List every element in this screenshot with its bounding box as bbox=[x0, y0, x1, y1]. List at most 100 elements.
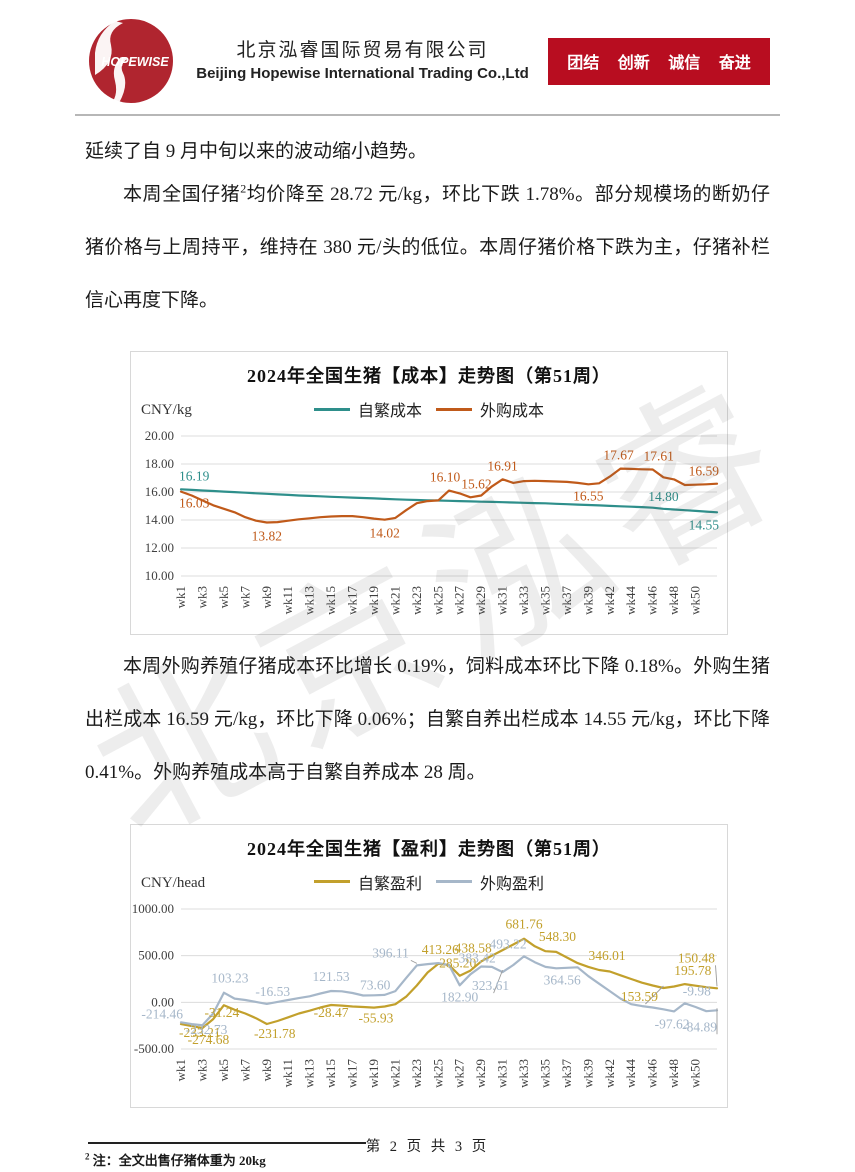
svg-text:346.01: 346.01 bbox=[589, 948, 626, 963]
svg-text:wk46: wk46 bbox=[645, 586, 660, 615]
svg-text:18.00: 18.00 bbox=[145, 456, 174, 471]
svg-text:16.10: 16.10 bbox=[430, 470, 461, 485]
svg-text:wk23: wk23 bbox=[409, 586, 424, 615]
svg-text:wk19: wk19 bbox=[366, 1059, 381, 1088]
legend-item: 自繁成本 bbox=[313, 397, 422, 421]
svg-text:wk46: wk46 bbox=[645, 1058, 660, 1087]
profit-chart-title: 2024年全国生猪【盈利】走势图（第51周） bbox=[247, 838, 611, 859]
svg-text:12.00: 12.00 bbox=[145, 540, 174, 555]
paragraph-intro: 延续了自 9 月中旬以来的波动缩小趋势。 bbox=[85, 141, 428, 162]
svg-text:wk31: wk31 bbox=[495, 1059, 510, 1088]
svg-text:16.59: 16.59 bbox=[689, 464, 720, 479]
svg-text:wk44: wk44 bbox=[623, 586, 638, 615]
paragraph-piglet-price: 本周全国仔猪2均价降至 28.72 元/kg，环比下跌 1.78%。部分规模场的… bbox=[85, 169, 770, 327]
page-number: 第 2 页 共 3 页 bbox=[365, 1139, 490, 1155]
svg-text:-9.98: -9.98 bbox=[683, 983, 711, 998]
svg-text:681.76: 681.76 bbox=[505, 917, 542, 932]
svg-text:0.00: 0.00 bbox=[151, 994, 174, 1009]
svg-text:-231.78: -231.78 bbox=[254, 1026, 296, 1041]
svg-text:13.82: 13.82 bbox=[252, 529, 282, 544]
svg-text:wk21: wk21 bbox=[387, 1059, 402, 1088]
svg-text:wk37: wk37 bbox=[559, 1058, 574, 1087]
cost-chart-box: 2024年全国生猪【成本】走势图（第51周） CNY/kg 自繁成本 外购成本 … bbox=[130, 351, 728, 636]
cost-trend-chart: 20.00 18.00 16.00 14.00 12.00 10.00 wk1 wk3 wk5 w… bbox=[145, 428, 720, 615]
svg-text:15.62: 15.62 bbox=[461, 477, 491, 492]
svg-text:323.61: 323.61 bbox=[472, 978, 509, 993]
paragraph-text: 本周全国仔猪 bbox=[123, 184, 241, 205]
svg-text:wk25: wk25 bbox=[430, 586, 445, 615]
svg-text:10.00: 10.00 bbox=[145, 568, 174, 583]
profit-chart-unit-label: CNY/head bbox=[141, 874, 206, 891]
svg-text:wk44: wk44 bbox=[623, 1058, 638, 1087]
cost-chart-unit-label: CNY/kg bbox=[141, 402, 192, 419]
svg-text:wk7: wk7 bbox=[237, 1058, 252, 1081]
svg-text:16.03: 16.03 bbox=[179, 496, 210, 511]
legend-label: 外购盈利 bbox=[480, 875, 545, 893]
svg-text:wk11: wk11 bbox=[280, 1059, 295, 1087]
profit-chart-legend-row: CNY/head 自繁盈利 外购盈利 bbox=[131, 867, 727, 897]
legend-label: 外购成本 bbox=[480, 403, 545, 421]
svg-text:wk3: wk3 bbox=[194, 1059, 209, 1081]
svg-text:wk48: wk48 bbox=[666, 586, 681, 615]
svg-text:wk39: wk39 bbox=[580, 1059, 595, 1088]
svg-text:wk25: wk25 bbox=[430, 1059, 445, 1088]
svg-text:wk35: wk35 bbox=[537, 586, 552, 615]
svg-text:wk9: wk9 bbox=[259, 1059, 274, 1081]
banner-item: 创新 bbox=[617, 55, 650, 72]
svg-text:17.61: 17.61 bbox=[643, 449, 673, 464]
svg-text:413.26: 413.26 bbox=[422, 942, 459, 957]
svg-text:20.00: 20.00 bbox=[145, 428, 174, 443]
svg-text:16.91: 16.91 bbox=[487, 459, 517, 474]
svg-text:wk11: wk11 bbox=[280, 586, 295, 614]
svg-text:wk42: wk42 bbox=[602, 1059, 617, 1088]
hopewise-logo: HOPEWISE bbox=[89, 19, 173, 103]
svg-text:-500.00: -500.00 bbox=[134, 1041, 174, 1056]
legend-item: 外购盈利 bbox=[436, 870, 544, 894]
svg-text:wk29: wk29 bbox=[473, 1059, 488, 1088]
svg-text:-274.68: -274.68 bbox=[188, 1032, 230, 1047]
svg-text:wk31: wk31 bbox=[495, 586, 510, 615]
legend-item: 自繁盈利 bbox=[313, 870, 422, 894]
svg-text:73.60: 73.60 bbox=[360, 977, 391, 992]
profit-trend-chart: 1000.00 500.00 0.00 -500.00 wk1 wk3 wk5 wk7 wk9 w… bbox=[132, 901, 719, 1088]
svg-text:14.02: 14.02 bbox=[369, 526, 399, 541]
legend-line-swatch bbox=[436, 407, 472, 411]
svg-text:364.56: 364.56 bbox=[544, 972, 581, 987]
svg-text:-233.21: -233.21 bbox=[179, 1025, 221, 1040]
cost-chart-legend: 自繁成本 外购成本 bbox=[131, 394, 727, 424]
svg-text:121.53: 121.53 bbox=[313, 969, 350, 984]
svg-text:-55.93: -55.93 bbox=[359, 1010, 394, 1025]
company-name-en: Beijing Hopewise International Trading C… bbox=[196, 64, 529, 82]
svg-text:wk37: wk37 bbox=[559, 586, 574, 615]
svg-text:1000.00: 1000.00 bbox=[132, 901, 174, 916]
svg-text:493.22: 493.22 bbox=[489, 936, 526, 951]
svg-text:-97.62: -97.62 bbox=[655, 1016, 690, 1031]
svg-text:-28.47: -28.47 bbox=[314, 1005, 349, 1020]
footnote-sup: 2 bbox=[85, 1151, 90, 1162]
svg-text:wk33: wk33 bbox=[516, 1059, 531, 1088]
company-name-block: 北京泓睿国际贸易有限公司 Beijing Hopewise Internatio… bbox=[177, 38, 548, 84]
svg-text:wk5: wk5 bbox=[216, 586, 231, 608]
svg-text:wk50: wk50 bbox=[688, 1059, 703, 1088]
svg-text:wk27: wk27 bbox=[452, 1058, 467, 1087]
values-banner: 团结 创新 诚信 奋进 bbox=[548, 37, 770, 85]
svg-text:wk23: wk23 bbox=[409, 1059, 424, 1088]
footnote-divider bbox=[88, 1141, 366, 1144]
svg-text:548.30: 548.30 bbox=[539, 929, 576, 944]
svg-text:wk13: wk13 bbox=[302, 586, 317, 615]
svg-text:wk5: wk5 bbox=[216, 1059, 231, 1081]
paragraph-cost-analysis: 本周外购养殖仔猪成本环比增长 0.19%，饲料成本环比下降 0.18%。外购生猪… bbox=[85, 656, 770, 784]
svg-text:wk33: wk33 bbox=[516, 586, 531, 615]
svg-text:438.58: 438.58 bbox=[455, 940, 492, 955]
profit-chart-box: 2024年全国生猪【盈利】走势图（第51周） CNY/head 自繁盈利 外购盈… bbox=[130, 823, 728, 1108]
svg-text:wk50: wk50 bbox=[688, 586, 703, 615]
svg-text:150.48: 150.48 bbox=[678, 950, 715, 965]
banner-item: 诚信 bbox=[668, 55, 701, 72]
svg-text:383.42: 383.42 bbox=[459, 950, 496, 965]
cost-chart-legend-row: CNY/kg 自繁成本 外购成本 bbox=[131, 394, 727, 424]
profit-chart-legend: 自繁盈利 外购盈利 bbox=[131, 867, 727, 897]
svg-text:wk9: wk9 bbox=[259, 586, 274, 608]
svg-text:wk3: wk3 bbox=[194, 586, 209, 608]
legend-label: 自繁盈利 bbox=[357, 875, 422, 893]
